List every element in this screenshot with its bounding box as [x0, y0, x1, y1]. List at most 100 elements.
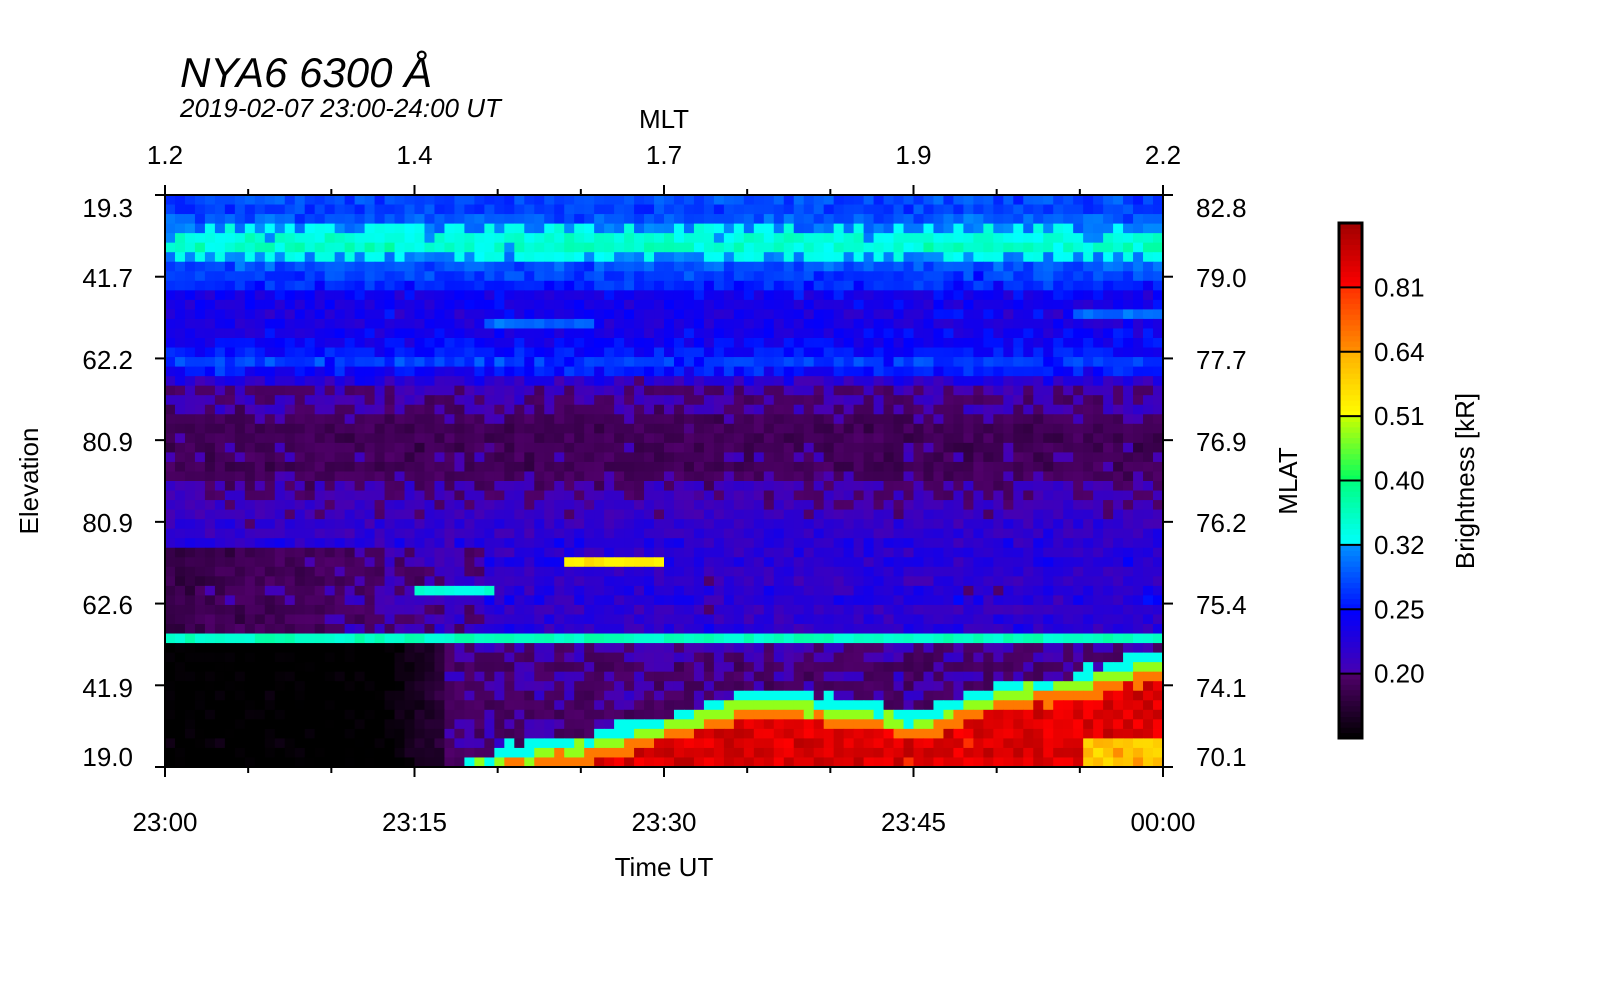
heatmap-cell [454, 490, 465, 501]
heatmap-cell [803, 414, 815, 425]
heatmap-cell [673, 519, 685, 530]
heatmap-cell [933, 452, 945, 463]
heatmap-cell [464, 490, 475, 501]
heatmap-cell [903, 442, 915, 453]
heatmap-cell [474, 233, 485, 244]
heatmap-cell [953, 452, 964, 463]
heatmap-cell [813, 414, 825, 425]
heatmap-cell [184, 509, 196, 520]
heatmap-cell [1003, 614, 1014, 625]
heatmap-cell [1063, 233, 1074, 244]
heatmap-cell [224, 414, 236, 425]
heatmap-cell [165, 576, 176, 587]
heatmap-cell [833, 500, 845, 511]
heatmap-cell [933, 347, 945, 358]
heatmap-cell [165, 461, 176, 473]
heatmap-cell [514, 271, 525, 282]
heatmap-cell [244, 385, 256, 396]
heatmap-cell [1103, 414, 1114, 425]
heatmap-cell [1003, 242, 1014, 253]
heatmap-cell [165, 614, 176, 625]
heatmap-cell [194, 652, 206, 663]
heatmap-cell [1153, 366, 1164, 377]
heatmap-cell [404, 452, 416, 463]
heatmap-cell [234, 223, 246, 234]
heatmap-cell [883, 509, 895, 520]
heatmap-cell [903, 547, 915, 558]
heatmap-cell [793, 261, 805, 272]
heatmap-cell [414, 595, 426, 606]
heatmap-cell [434, 662, 446, 673]
heatmap-cell [304, 299, 316, 310]
heatmap-cell [853, 585, 865, 596]
heatmap-cell [1043, 395, 1054, 406]
heatmap-cell [664, 528, 675, 539]
heatmap-cell [833, 461, 845, 473]
heatmap-cell [534, 519, 545, 530]
heatmap-cell [514, 643, 525, 654]
heatmap-cell [254, 452, 266, 463]
heatmap-cell [614, 595, 625, 606]
heatmap-cell [693, 376, 705, 387]
heatmap-cell [833, 481, 845, 492]
heatmap-cell [634, 461, 645, 473]
heatmap-cell [1033, 490, 1044, 501]
heatmap-cell [165, 395, 176, 406]
heatmap-cell [194, 461, 206, 473]
heatmap-cell [564, 519, 575, 530]
heatmap-cell [444, 357, 456, 368]
heatmap-cell [304, 652, 316, 663]
heatmap-cell [823, 509, 835, 520]
heatmap-cell [504, 252, 515, 263]
heatmap-cell [733, 538, 745, 549]
heatmap-cell [773, 338, 785, 349]
heatmap-cell [574, 385, 585, 396]
heatmap-cell [294, 414, 306, 425]
heatmap-cell [364, 595, 376, 606]
heatmap-cell [464, 290, 475, 301]
heatmap-cell [773, 509, 785, 520]
heatmap-cell [354, 423, 366, 434]
heatmap-cell [334, 643, 346, 654]
heatmap-cell [803, 223, 815, 234]
heatmap-cell [733, 347, 745, 358]
heatmap-cell [743, 461, 755, 473]
heatmap-cell [604, 328, 615, 339]
heatmap-cell [903, 271, 915, 282]
heatmap-cell [434, 195, 446, 206]
heatmap-cell [703, 519, 715, 530]
heatmap-cell [204, 433, 216, 444]
heatmap-cell [1103, 528, 1114, 539]
heatmap-cell [424, 500, 436, 511]
heatmap-cell [474, 261, 485, 272]
heatmap-cell [1003, 585, 1014, 596]
heatmap-cell [434, 290, 446, 301]
heatmap-cell [983, 471, 994, 482]
heatmap-cell [514, 585, 525, 596]
heatmap-cell [983, 566, 994, 577]
heatmap-cell [554, 423, 565, 434]
heatmap-cell [823, 318, 835, 330]
heatmap-cell [1063, 404, 1074, 415]
heatmap-cell [594, 204, 605, 215]
heatmap-cell [1053, 423, 1064, 434]
heatmap-cell [1123, 557, 1134, 568]
heatmap-cell [404, 280, 416, 291]
heatmap-cell [604, 414, 615, 425]
heatmap-cell [893, 214, 905, 225]
heatmap-cell [693, 214, 705, 225]
heatmap-cell [933, 414, 945, 425]
heatmap-cell [823, 461, 835, 473]
heatmap-cell [484, 595, 495, 606]
heatmap-cell [364, 309, 376, 320]
heatmap-cell [434, 423, 446, 434]
heatmap-cell [324, 633, 336, 644]
heatmap-cell [783, 662, 795, 673]
heatmap-cell [1133, 252, 1144, 263]
heatmap-cell [224, 433, 236, 444]
heatmap-cell [863, 252, 875, 263]
heatmap-cell [174, 652, 186, 663]
heatmap-cell [733, 366, 745, 377]
heatmap-cell [204, 261, 216, 272]
heatmap-cell [793, 366, 805, 377]
